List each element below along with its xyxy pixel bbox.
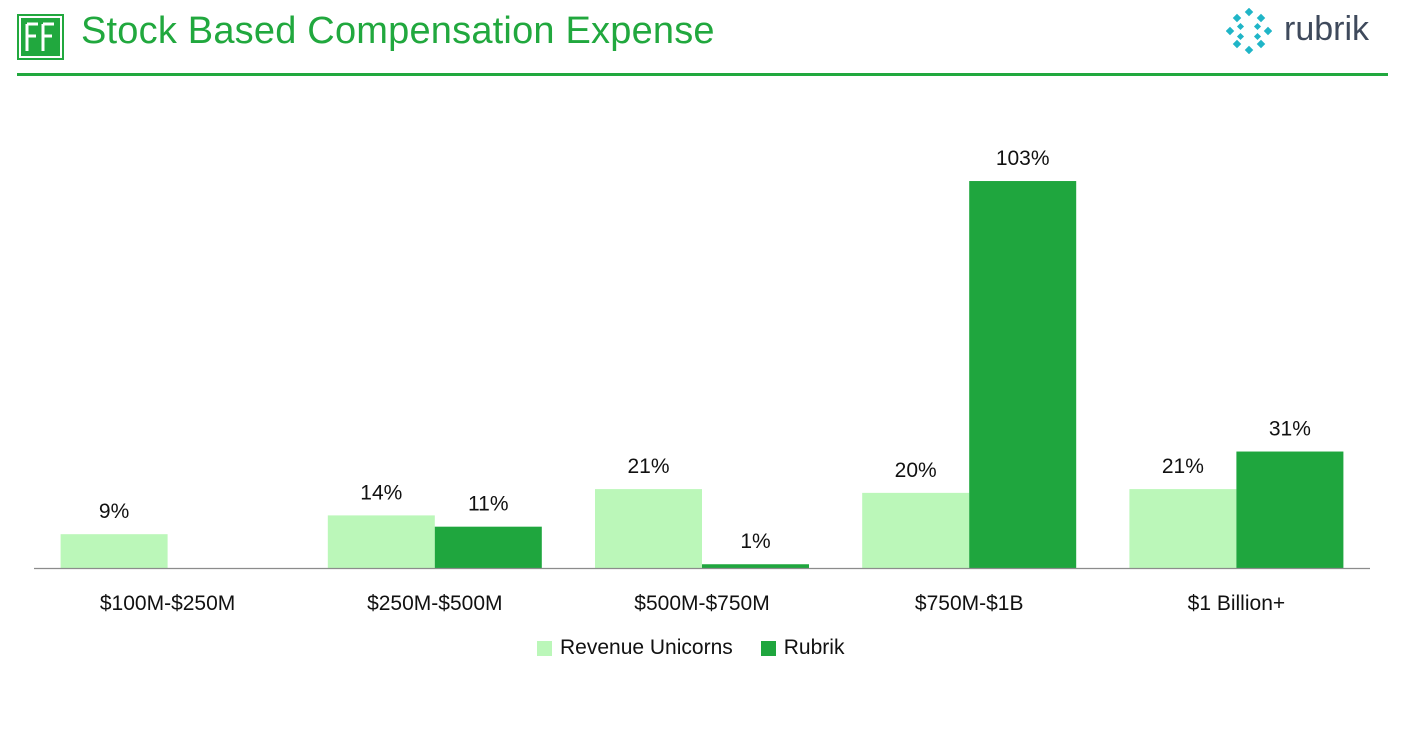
page-title: Stock Based Compensation Expense	[81, 10, 715, 52]
bar-rubrik	[969, 181, 1077, 569]
chart-legend: Revenue Unicorns Rubrik	[537, 636, 872, 660]
bar-revenue-unicorns	[60, 534, 168, 568]
title-divider	[17, 73, 1388, 76]
x-tick-label: $500M-$750M	[634, 592, 769, 615]
x-tick-label: $250M-$500M	[367, 592, 502, 615]
legend-label: Revenue Unicorns	[560, 636, 733, 659]
legend-item-rubrik: Rubrik	[760, 636, 845, 660]
ff-logo-icon	[17, 14, 64, 60]
bar-rubrik	[702, 564, 809, 568]
bar-revenue-unicorns	[595, 489, 702, 568]
legend-item-revenue-unicorns: Revenue Unicorns	[537, 636, 733, 660]
legend-label: Rubrik	[783, 636, 845, 659]
x-tick-label: $100M-$250M	[100, 592, 235, 615]
legend-swatch-dark	[760, 640, 776, 656]
rubrik-logo-icon	[1226, 8, 1272, 54]
bar-revenue-unicorns	[862, 492, 970, 568]
x-tick-label: $750M-$1B	[915, 592, 1024, 615]
bar-rubrik	[434, 526, 542, 568]
data-label: 1%	[740, 530, 770, 553]
x-tick-label: $1 Billion+	[1188, 592, 1285, 615]
data-label: 103%	[996, 147, 1050, 170]
brand-logo: rubrik	[1226, 6, 1391, 56]
bar-revenue-unicorns	[1129, 489, 1237, 568]
data-label: 9%	[99, 500, 129, 523]
data-label: 21%	[627, 455, 669, 478]
legend-swatch-light	[537, 640, 552, 656]
data-label: 31%	[1269, 418, 1311, 441]
bar-revenue-unicorns	[327, 515, 435, 568]
data-label: 20%	[895, 459, 937, 482]
data-label: 21%	[1162, 455, 1204, 478]
data-label: 14%	[360, 481, 402, 504]
bar-rubrik	[1236, 451, 1344, 568]
brand-word: rubrik	[1284, 10, 1370, 48]
data-label: 11%	[468, 493, 508, 516]
